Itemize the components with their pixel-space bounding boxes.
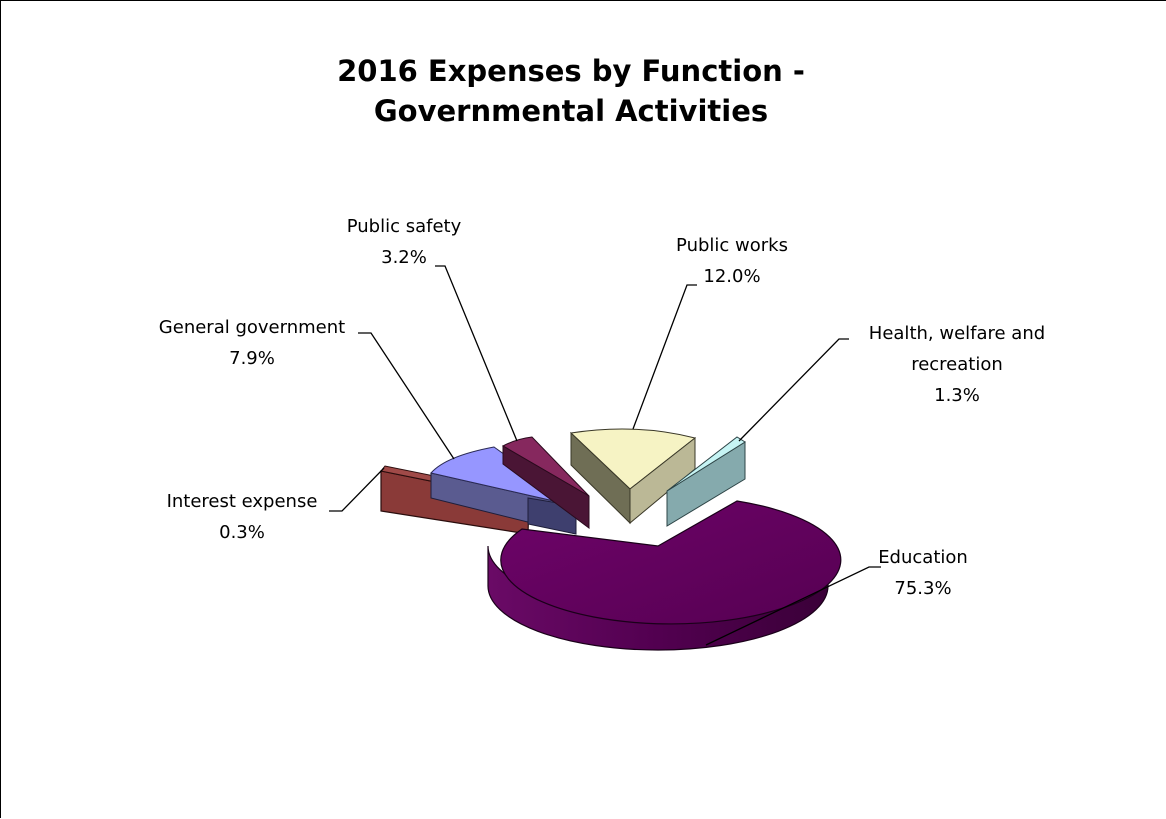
label-general-government-value: 7.9% [229, 348, 275, 369]
label-interest-expense-value: 0.3% [219, 522, 265, 543]
chart-title-line-2: Governmental Activities [373, 94, 769, 128]
leader-line-interest-expense [329, 467, 385, 512]
slice-education-top [500, 500, 842, 625]
data-labels: Public safety 3.2% Public works 12.0% Ge… [159, 216, 1045, 599]
leader-line-public-works [632, 284, 697, 430]
leader-line-health [738, 338, 849, 442]
chart-title-line-1: 2016 Expenses by Function - [337, 54, 805, 88]
label-general-government-name: General government [159, 317, 345, 338]
leader-line-education [705, 566, 881, 646]
slice-education [487, 500, 842, 651]
label-health-value: 1.3% [934, 385, 980, 406]
chart-title: 2016 Expenses by Function - Governmental… [1, 51, 1141, 131]
leader-line-general-government [358, 332, 455, 460]
label-health-name-line-2: recreation [911, 354, 1003, 375]
leader-lines [329, 265, 881, 646]
label-public-safety-value: 3.2% [381, 247, 427, 268]
label-public-safety-name: Public safety [347, 216, 462, 237]
slice-public-works-top [569, 428, 697, 490]
label-public-works-name: Public works [676, 235, 788, 256]
label-health-name-line-1: Health, welfare and [869, 323, 1045, 344]
slice-public-safety-side [502, 445, 590, 529]
label-education-name: Education [878, 547, 968, 568]
label-interest-expense-name: Interest expense [167, 491, 318, 512]
leader-line-public-safety [435, 265, 518, 442]
slice-public-works [569, 428, 697, 525]
label-education-value: 75.3% [894, 578, 951, 599]
label-public-works-value: 12.0% [703, 266, 760, 287]
